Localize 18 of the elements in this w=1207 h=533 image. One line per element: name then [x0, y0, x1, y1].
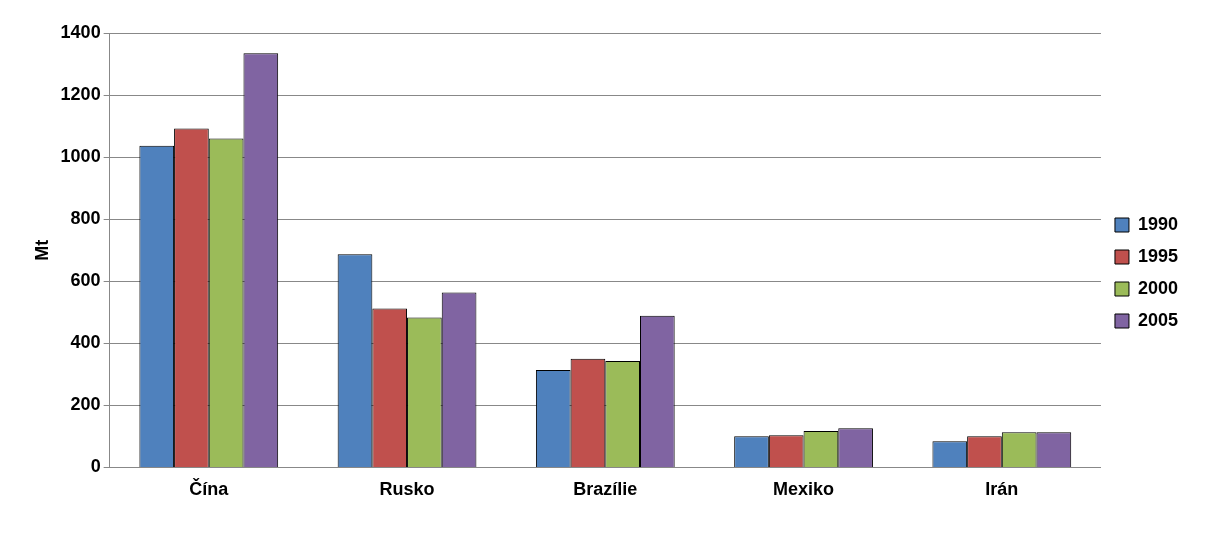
y-tick-label: 800	[70, 208, 101, 229]
legend-label: 1995	[1137, 245, 1178, 266]
y-tick-label: 1200	[60, 84, 101, 105]
x-tick-label: Čína	[189, 478, 230, 500]
y-tick-label: 600	[70, 270, 101, 291]
y-tick-label: 400	[70, 332, 101, 353]
y-tick-label: 200	[70, 394, 101, 415]
x-tick-label: Brazílie	[573, 479, 638, 500]
legend-label: 2000	[1137, 277, 1178, 298]
y-tick-label: 1400	[60, 21, 101, 42]
legend-label: 1990	[1137, 213, 1178, 234]
y-tick-label: 0	[90, 456, 101, 477]
legend-label: 2005	[1137, 309, 1178, 330]
x-tick-label: Mexiko	[773, 479, 835, 500]
y-tick-label: 1000	[60, 146, 101, 167]
y-axis-title: Mt	[31, 239, 52, 261]
x-tick-label: Rusko	[379, 479, 435, 500]
x-tick-label: Irán	[985, 479, 1019, 500]
